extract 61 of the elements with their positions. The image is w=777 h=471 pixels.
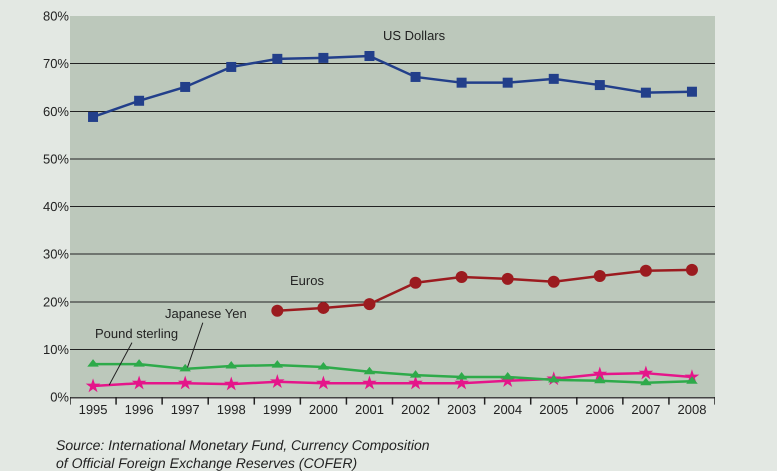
text: Pound sterling — [95, 326, 178, 341]
x-tick-label: 2008 — [678, 402, 706, 418]
text: Japanese Yen — [165, 306, 247, 321]
point — [270, 374, 285, 388]
point — [594, 270, 606, 282]
point — [316, 375, 331, 390]
y-tick-label: 10% — [42, 342, 70, 357]
x-tick-label: 1995 — [78, 402, 108, 418]
point — [686, 86, 697, 97]
series-label: US Dollars — [383, 28, 446, 43]
point — [364, 51, 374, 61]
y-tick-label: 0% — [50, 390, 70, 405]
x-tick-label: 1999 — [262, 402, 292, 418]
point — [134, 96, 144, 106]
point — [456, 78, 467, 88]
point — [88, 112, 98, 122]
point — [224, 376, 239, 390]
point — [318, 52, 328, 63]
x-tick-label: 2003 — [447, 402, 476, 418]
point — [548, 276, 560, 288]
point — [638, 365, 654, 380]
point — [363, 298, 376, 310]
x-tick-label: 1997 — [170, 402, 200, 418]
x-tick-label: 2001 — [355, 402, 384, 418]
point — [502, 78, 513, 88]
point — [271, 304, 284, 317]
x-tick-label: 2007 — [631, 402, 660, 418]
point — [592, 366, 608, 380]
point — [178, 375, 192, 390]
y-tick-label: 50% — [42, 151, 70, 166]
point — [686, 264, 698, 276]
x-tick-label: 2006 — [585, 402, 614, 418]
x-tick-label: 2000 — [308, 402, 338, 418]
point — [272, 54, 282, 64]
x-tick-label: 2002 — [401, 402, 430, 418]
point — [594, 80, 605, 90]
x-tick-label: 1998 — [216, 402, 246, 418]
point — [640, 264, 652, 277]
y-tick-label: 60% — [42, 104, 70, 119]
y-tick-label: 70% — [42, 56, 70, 72]
point — [226, 62, 236, 72]
x-tick-label: 2005 — [539, 402, 568, 418]
y-tick-label: 40% — [42, 199, 70, 214]
x-tick-label: 1996 — [124, 402, 154, 418]
point — [410, 276, 422, 289]
point — [180, 82, 190, 92]
point — [456, 270, 468, 283]
series-label: Euros — [290, 273, 324, 288]
y-tick-label: 20% — [42, 294, 70, 310]
point — [640, 88, 651, 98]
x-tick-label: 2004 — [493, 402, 522, 418]
source-note: Source: International Monetary Fund, Currency Composition of Official Foreign Exchange Reserves (COFER) — [56, 437, 430, 471]
point — [502, 272, 514, 285]
y-tick-label: 80% — [42, 8, 70, 24]
point — [317, 302, 330, 314]
point — [86, 378, 100, 392]
point — [410, 72, 421, 82]
y-tick-label: 30% — [42, 246, 70, 262]
point — [548, 74, 559, 84]
point — [362, 375, 377, 390]
point — [132, 375, 146, 390]
